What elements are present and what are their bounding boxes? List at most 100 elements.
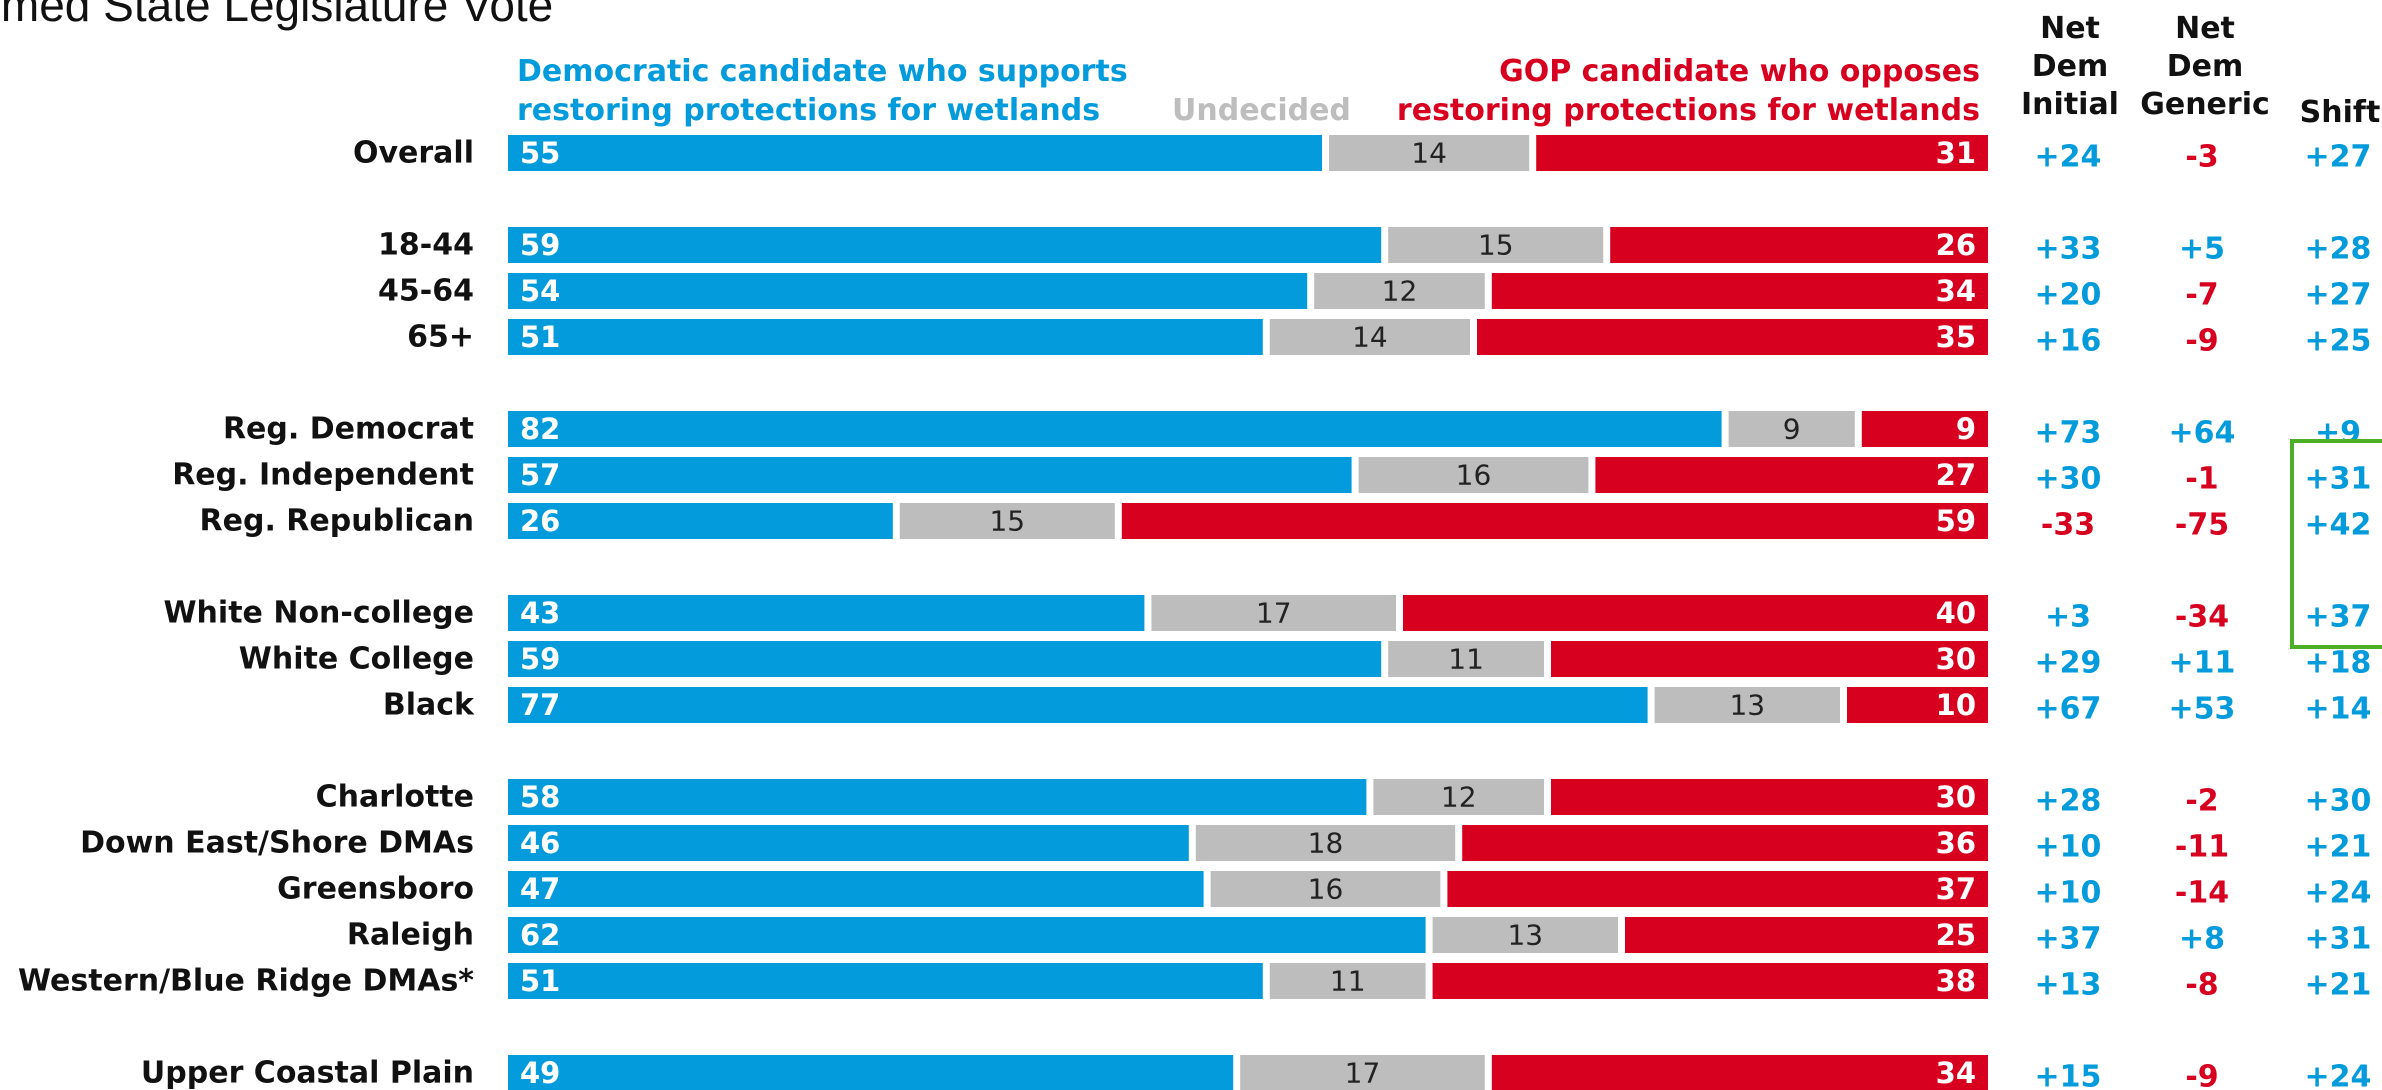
gop-value-label: 26 [1936, 228, 1976, 262]
net-initial-value: +37 [2035, 922, 2102, 957]
dem-bar [508, 503, 893, 539]
net-initial-value: -33 [2041, 508, 2095, 543]
legend-gop-line1: GOP candidate who opposes [1499, 54, 1980, 89]
dem-bar [508, 871, 1204, 907]
undecided-bar [1373, 779, 1544, 815]
gop-value-label: 30 [1936, 642, 1976, 676]
dem-value-label: 47 [520, 872, 560, 906]
legend-gop-line2: restoring protections for wetlands [1396, 93, 1980, 128]
shift-value: +24 [2305, 1060, 2372, 1090]
shift-value: +27 [2305, 278, 2372, 313]
undecided-bar [1358, 457, 1589, 493]
undecided-value-label: 12 [1441, 781, 1477, 814]
shift-value: +30 [2305, 784, 2372, 819]
undecided-value-label: 14 [1352, 321, 1388, 354]
dem-value-label: 26 [520, 504, 560, 538]
gop-bar [1121, 503, 1988, 539]
net-initial-value: +10 [2035, 876, 2102, 911]
gop-bar [1462, 825, 1988, 861]
dem-value-label: 59 [520, 228, 560, 262]
gop-value-label: 35 [1936, 320, 1976, 354]
net-generic-value: -34 [2175, 600, 2229, 635]
shift-value: +28 [2305, 232, 2372, 267]
gop-value-label: 31 [1936, 136, 1976, 170]
net-initial-value: +24 [2035, 140, 2102, 175]
shift-value: +21 [2305, 830, 2372, 865]
shift-value: +24 [2305, 876, 2372, 911]
row-label: White College [239, 642, 474, 677]
row-label: Charlotte [316, 780, 474, 815]
column-header-net-initial-line3: Initial [2021, 87, 2119, 122]
undecided-value-label: 17 [1256, 597, 1292, 630]
undecided-value-label: 16 [1308, 873, 1344, 906]
net-generic-value: -11 [2175, 830, 2229, 865]
gop-bar [1551, 779, 1988, 815]
column-header-net-generic-line1: Net [2175, 11, 2235, 46]
undecided-value-label: 12 [1382, 275, 1418, 308]
dem-value-label: 58 [520, 780, 560, 814]
gop-value-label: 40 [1936, 596, 1976, 630]
gop-value-label: 34 [1936, 274, 1976, 308]
column-header-net-generic-line3: Generic [2140, 87, 2270, 122]
shift-highlight-box [2290, 439, 2382, 649]
gop-value-label: 30 [1936, 780, 1976, 814]
row-label: Greensboro [277, 872, 474, 907]
undecided-bar [1654, 687, 1840, 723]
legend-gop: GOP candidate who opposes restoring prot… [1397, 52, 1980, 130]
row-label: Reg. Republican [200, 504, 474, 539]
column-header-shift: Shift [2299, 95, 2381, 130]
shift-value: +37 [2305, 600, 2372, 635]
dem-bar [508, 135, 1322, 171]
net-initial-value: +13 [2035, 968, 2102, 1003]
net-initial-value: +29 [2035, 646, 2102, 681]
gop-bar [1847, 687, 1988, 723]
shift-value: +21 [2305, 968, 2372, 1003]
row-label: 45-64 [378, 274, 474, 309]
undecided-value-label: 9 [1783, 413, 1801, 446]
column-header-net-generic-line2: Dem [2166, 49, 2244, 84]
undecided-bar [1269, 963, 1426, 999]
shift-value: +31 [2305, 922, 2372, 957]
undecided-bar [1151, 595, 1396, 631]
column-header-net-generic: Net Dem Generic [2130, 10, 2280, 124]
shift-value: +42 [2305, 508, 2372, 543]
column-header-net-initial-line2: Dem [2031, 49, 2109, 84]
undecided-value-label: 16 [1456, 459, 1492, 492]
gop-bar [1595, 457, 1988, 493]
legend-dem-line2: restoring protections for wetlands [517, 93, 1101, 128]
dem-bar [508, 641, 1382, 677]
undecided-bar [1269, 319, 1470, 355]
shift-value: +27 [2305, 140, 2372, 175]
net-initial-value: +67 [2035, 692, 2102, 727]
undecided-value-label: 11 [1448, 643, 1484, 676]
undecided-value-label: 13 [1507, 919, 1543, 952]
undecided-value-label: 11 [1330, 965, 1366, 998]
net-generic-value: -75 [2175, 508, 2229, 543]
row-label: Upper Coastal Plain [141, 1056, 474, 1090]
gop-bar [1610, 227, 1988, 263]
gop-value-label: 10 [1936, 688, 1976, 722]
net-generic-value: -2 [2185, 784, 2218, 819]
undecided-bar [1728, 411, 1855, 447]
dem-value-label: 43 [520, 596, 560, 630]
shift-value: +31 [2305, 462, 2372, 497]
gop-value-label: 38 [1936, 964, 1976, 998]
legend-dem: Democratic candidate who supports restor… [517, 52, 1128, 130]
net-initial-value: +10 [2035, 830, 2102, 865]
row-label: Overall [353, 136, 474, 171]
net-generic-value: -9 [2185, 324, 2218, 359]
row-label: Black [383, 688, 475, 723]
net-generic-value: +11 [2169, 646, 2236, 681]
dem-value-label: 82 [520, 412, 560, 446]
chart-title: ormed State Legislature Vote [0, 0, 554, 31]
dem-bar [508, 963, 1263, 999]
undecided-bar [1388, 641, 1544, 677]
gop-bar [1551, 641, 1988, 677]
shift-value: +9 [2315, 416, 2361, 451]
dem-value-label: 62 [520, 918, 560, 952]
row-label: Raleigh [347, 918, 474, 953]
row-label: Reg. Independent [172, 458, 474, 493]
gop-bar [1491, 1055, 1988, 1090]
net-generic-value: +5 [2179, 232, 2225, 267]
